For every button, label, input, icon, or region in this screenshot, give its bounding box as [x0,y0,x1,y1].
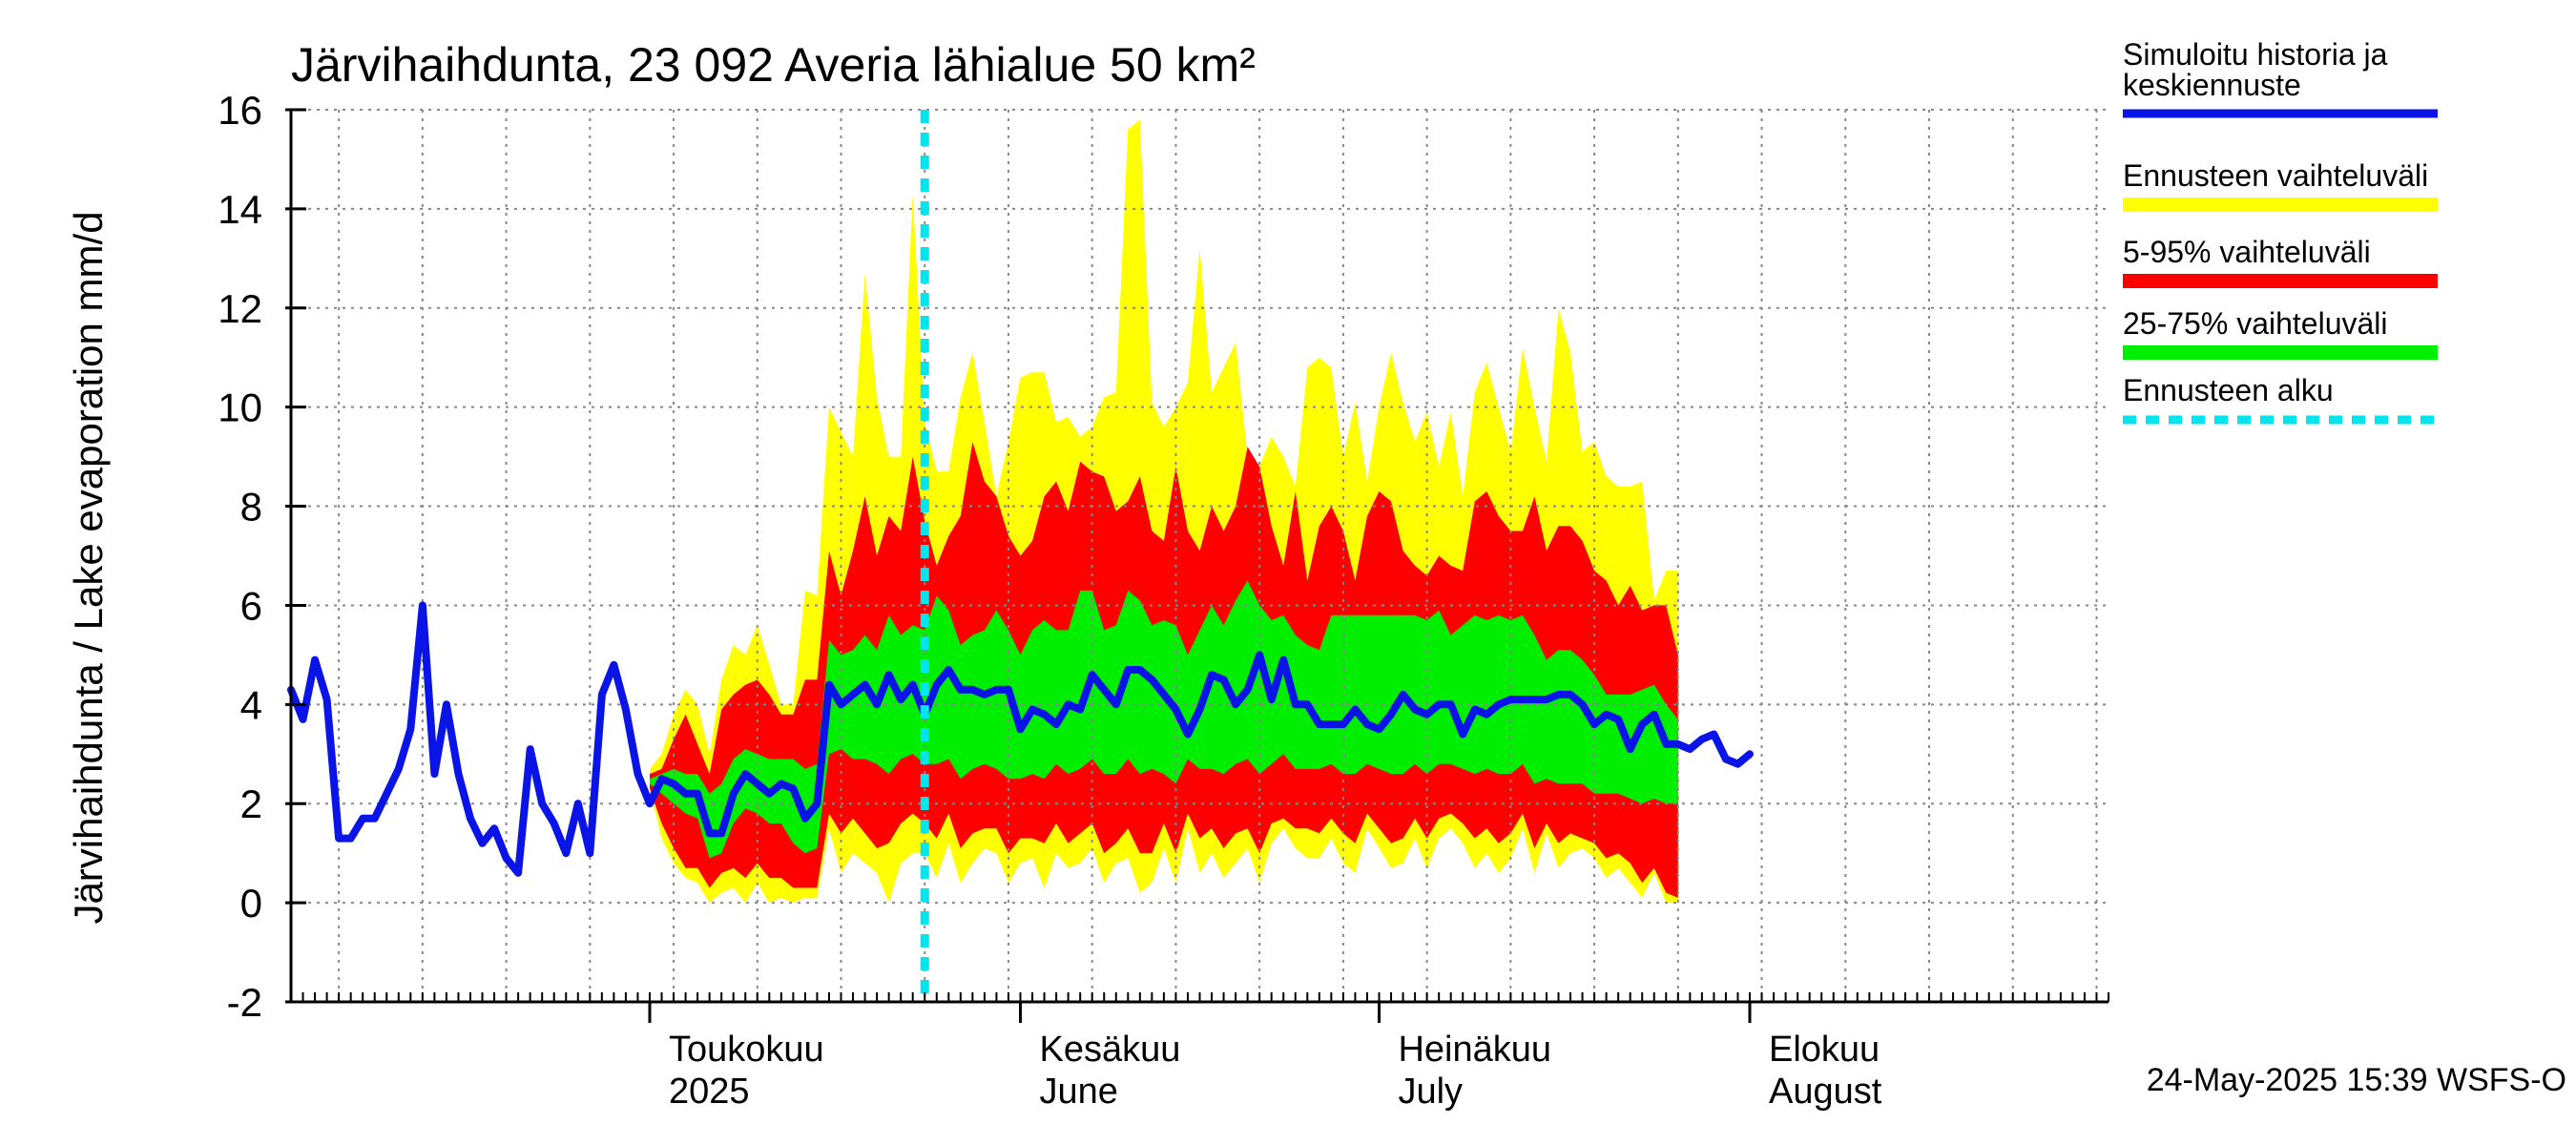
legend-label: 25-75% vaihteluväli [2123,306,2388,341]
y-tick-label: 8 [240,485,262,530]
legend-label: 5-95% vaihteluväli [2123,235,2371,269]
y-tick-label: 10 [218,385,262,430]
x-tick-label: Elokuu [1769,1030,1880,1070]
x-tick-sublabel: August [1769,1072,1882,1112]
timestamp-footer: 24-May-2025 15:39 WSFS-O [2147,1062,2566,1098]
x-tick-sublabel: July [1398,1072,1463,1112]
x-tick-sublabel: June [1040,1072,1118,1112]
y-tick-label: 4 [240,682,262,727]
y-tick-label: 6 [240,583,262,628]
legend-label: Simuloitu historia ja [2123,37,2388,72]
y-tick-label: 12 [218,286,262,331]
y-tick-label: 0 [240,881,262,926]
legend-label: keskiennuste [2123,68,2301,102]
x-tick-label: Toukokuu [669,1030,824,1070]
y-tick-label: -2 [227,980,262,1025]
plot-area [287,109,2109,1002]
chart-title: Järvihaihdunta, 23 092 Averia lähialue 5… [291,38,1256,92]
x-tick-label: Kesäkuu [1040,1030,1181,1070]
band-range_25_75 [650,580,1678,859]
y-tick-label: 16 [218,88,262,133]
legend-label: Ennusteen alku [2123,373,2334,407]
series-line-history [287,601,1754,877]
legend-label: Ennusteen vaihteluväli [2123,158,2428,193]
x-tick-label: Heinäkuu [1398,1030,1551,1070]
legend-swatch-range_25_75 [2123,345,2438,360]
y-tick-label: 14 [218,187,262,232]
legend-swatch-range_5_95 [2123,274,2438,288]
y-axis-label: Järvihaihdunta / Lake evaporation mm/d [66,211,111,924]
legend-swatch-range_full [2123,198,2438,212]
x-tick-sublabel: 2025 [669,1072,750,1112]
y-tick-label: 2 [240,781,262,826]
